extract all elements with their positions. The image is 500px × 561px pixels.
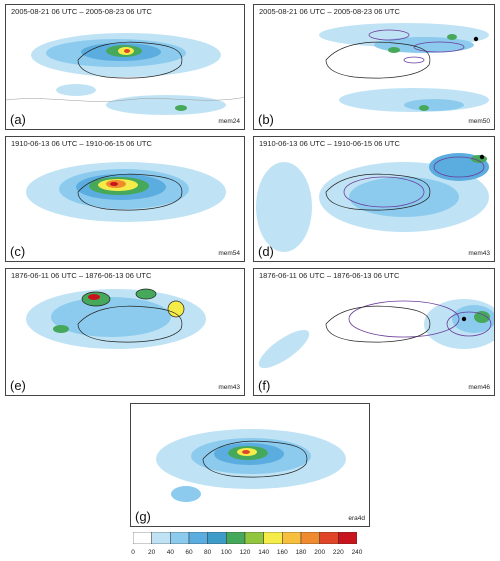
colorbar-tick-label: 100 — [220, 549, 232, 556]
location-marker-d — [479, 154, 485, 160]
colorbar-tick-label: 20 — [148, 549, 156, 556]
panel-label-e: (e) — [10, 378, 26, 393]
map-panel-b: 2005-08-21 06 UTC – 2005-08-23 06 UTC (b… — [253, 4, 495, 130]
colorbar-segment — [170, 532, 190, 544]
precip-field-a — [31, 33, 226, 115]
precip-field-c — [26, 162, 226, 222]
colorbar-tick-label: 200 — [314, 549, 326, 556]
panel-period-d: 1910-06-13 06 UTC – 1910-06-15 06 UTC — [259, 139, 400, 148]
map-panel-e: 1876-06-11 06 UTC – 1876-06-13 06 UTC (e… — [5, 268, 245, 396]
colorbar-tick-label: 0 — [131, 549, 135, 556]
colorbar-tick-label: 160 — [276, 549, 288, 556]
precip-field-g — [156, 429, 346, 502]
colorbar-segment — [263, 532, 283, 544]
panel-period-c: 1910-06-13 06 UTC – 1910-06-15 06 UTC — [11, 139, 152, 148]
precipitation-map-b — [319, 23, 489, 112]
precipitation-map-e — [26, 288, 206, 349]
colorbar-tick-label: 180 — [295, 549, 307, 556]
map-panel-g: (g) era4d — [130, 403, 370, 527]
colorbar-segment — [300, 532, 320, 544]
colorbar-segment — [319, 532, 339, 544]
colorbar-tick-label: 120 — [239, 549, 251, 556]
panel-member-a: mem24 — [218, 118, 240, 125]
panel-label-a: (a) — [10, 112, 26, 127]
colorbar-segment — [338, 532, 357, 544]
precipitation-map-d — [256, 153, 489, 252]
panel-member-g: era4d — [348, 515, 365, 522]
country-border-c — [77, 173, 183, 211]
country-border-b — [325, 41, 431, 79]
precipitation-map-c — [26, 162, 226, 222]
precipitation-map-f — [258, 299, 494, 369]
country-border-f — [325, 305, 431, 343]
colorbar-tick-label: 80 — [204, 549, 212, 556]
map-panel-c: 1910-06-13 06 UTC – 1910-06-15 06 UTC (c… — [5, 136, 245, 262]
precip-field-e — [26, 289, 206, 349]
contours-f — [348, 300, 492, 338]
colorbar-segment — [207, 532, 227, 544]
country-border-d — [325, 173, 431, 211]
panel-member-b: mem50 — [468, 118, 490, 125]
precip-field-f — [258, 299, 494, 369]
panel-member-f: mem46 — [468, 384, 490, 391]
colorbar-tick-label: 140 — [258, 549, 270, 556]
country-border-e — [77, 305, 183, 343]
coastline-a — [6, 97, 244, 102]
precipitation-map-g — [156, 429, 346, 502]
contours-b — [368, 29, 465, 64]
colorbar-segment — [151, 532, 171, 544]
precipitation-map-a — [6, 33, 244, 115]
map-panel-a: 2005-08-21 06 UTC – 2005-08-23 06 UTC (a… — [5, 4, 245, 130]
colorbar-segment — [282, 532, 302, 544]
country-border-g — [202, 440, 308, 478]
contours-d — [343, 156, 485, 208]
panel-label-c: (c) — [10, 244, 26, 259]
colorbar-segment — [133, 532, 152, 544]
colorbar-segment — [188, 532, 208, 544]
contours-e — [81, 288, 185, 318]
location-marker-f — [461, 316, 467, 322]
colorbar-segment — [226, 532, 246, 544]
colorbar-segment — [244, 532, 264, 544]
map-panel-d: 1910-06-13 06 UTC – 1910-06-15 06 UTC (d… — [253, 136, 495, 262]
map-panel-f: 1876-06-11 06 UTC – 1876-06-13 06 UTC (f… — [253, 268, 495, 396]
panel-label-f: (f) — [258, 378, 271, 393]
panel-member-d: mem43 — [468, 250, 490, 257]
panel-period-a: 2005-08-21 06 UTC – 2005-08-23 06 UTC — [11, 7, 152, 16]
colorbar — [133, 532, 357, 544]
panel-member-c: mem54 — [218, 250, 240, 257]
panel-period-b: 2005-08-21 06 UTC – 2005-08-23 06 UTC — [259, 7, 400, 16]
panel-label-b: (b) — [258, 112, 274, 127]
location-marker-b — [473, 36, 479, 42]
colorbar-tick-label: 240 — [351, 549, 363, 556]
panel-member-e: mem43 — [218, 384, 240, 391]
precip-field-b — [319, 23, 489, 112]
panel-label-g: (g) — [135, 509, 151, 524]
panel-label-d: (d) — [258, 244, 274, 259]
country-border-a — [77, 41, 183, 79]
panel-period-e: 1876-06-11 06 UTC – 1876-06-13 06 UTC — [11, 271, 152, 280]
colorbar-tick-label: 60 — [185, 549, 193, 556]
colorbar-tick-label: 40 — [166, 549, 174, 556]
panel-period-f: 1876-06-11 06 UTC – 1876-06-13 06 UTC — [259, 271, 400, 280]
precip-field-d — [256, 153, 489, 252]
colorbar-tick-label: 220 — [332, 549, 344, 556]
